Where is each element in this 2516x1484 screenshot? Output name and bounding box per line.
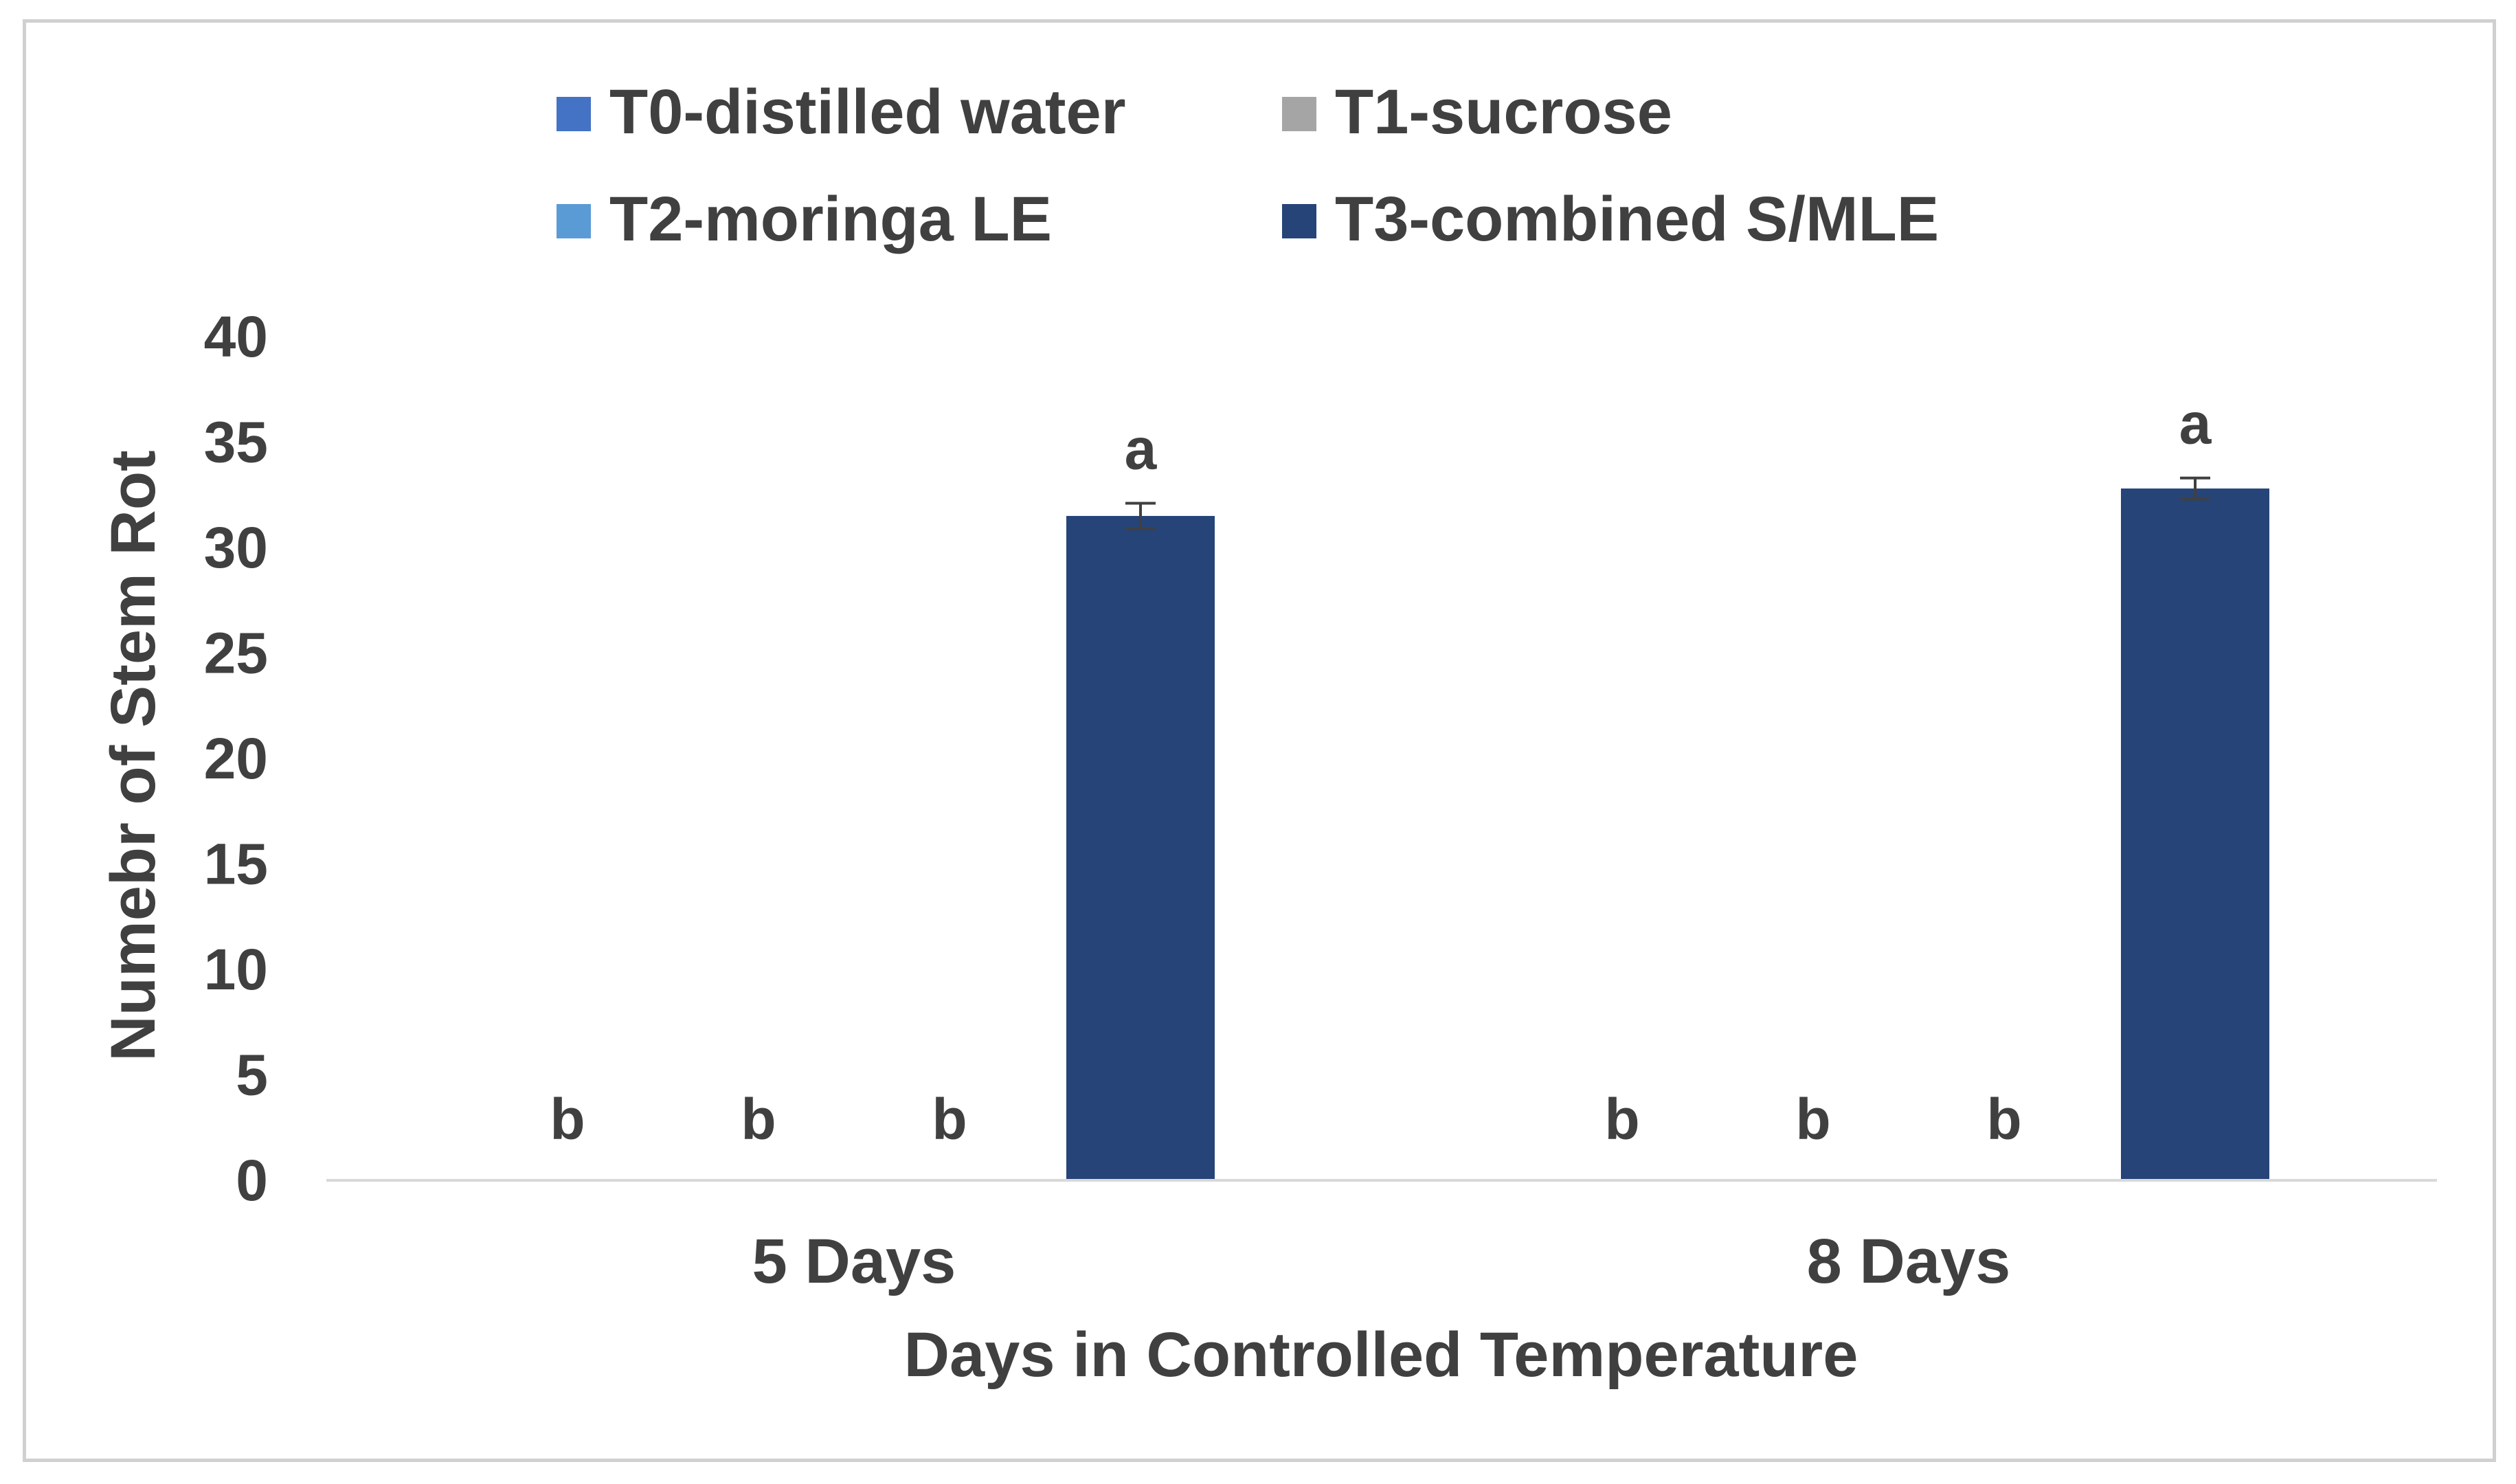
bars: b b b a b b b a	[550, 392, 2269, 1180]
legend-item-t3: T3-combined S/MLE	[1282, 184, 1939, 254]
y-tick-label: 25	[204, 621, 268, 686]
legend-swatch-t3	[1282, 204, 1316, 238]
significance-label: a	[2179, 392, 2212, 456]
significance-label: b	[1795, 1087, 1830, 1151]
significance-label: b	[1604, 1087, 1639, 1151]
legend-item-t1: T1-sucrose	[1282, 77, 1672, 147]
legend-label-t0: T0-distilled water	[609, 77, 1126, 147]
legend-label-t1: T1-sucrose	[1335, 77, 1672, 147]
x-category-label: 5 Days	[752, 1226, 956, 1296]
significance-label: a	[1125, 417, 1158, 482]
legend-item-t2: T2-moringa LE	[557, 184, 1052, 254]
legend-swatch-t0	[557, 97, 591, 131]
y-tick-label: 5	[236, 1043, 268, 1108]
y-tick-label: 20	[204, 726, 268, 791]
legend-label-t3: T3-combined S/MLE	[1335, 184, 1939, 254]
significance-label: b	[932, 1087, 967, 1151]
significance-label: b	[550, 1087, 585, 1151]
y-tick-label: 40	[204, 304, 268, 369]
chart-frame	[23, 19, 2496, 1462]
legend: T0-distilled water T1-sucrose T2-moringa…	[557, 77, 1939, 254]
y-tick-label: 30	[204, 515, 268, 580]
legend-swatch-t1	[1282, 97, 1316, 131]
bar	[2121, 488, 2269, 1180]
legend-label-t2: T2-moringa LE	[609, 184, 1052, 254]
significance-label: b	[1986, 1087, 2021, 1151]
y-tick-label: 35	[204, 410, 268, 475]
x-axis-ticks: 5 Days 8 Days	[752, 1226, 2011, 1296]
y-tick-label: 10	[204, 937, 268, 1002]
bar	[1066, 515, 1215, 1180]
y-axis-title: Numebr of Stem Rot	[98, 450, 168, 1061]
error-bar	[1125, 502, 1156, 530]
significance-label: b	[741, 1087, 776, 1151]
x-axis-title: Days in Controlled Temperature	[904, 1320, 1858, 1390]
x-category-label: 8 Days	[1807, 1226, 2011, 1296]
legend-swatch-t2	[557, 204, 591, 238]
y-tick-label: 0	[236, 1148, 268, 1213]
error-bar	[2180, 476, 2210, 501]
y-tick-label: 15	[204, 832, 268, 897]
legend-item-t0: T0-distilled water	[557, 77, 1126, 147]
y-axis-ticks: 0 5 10 15 20 25 30 35 40	[204, 304, 268, 1213]
